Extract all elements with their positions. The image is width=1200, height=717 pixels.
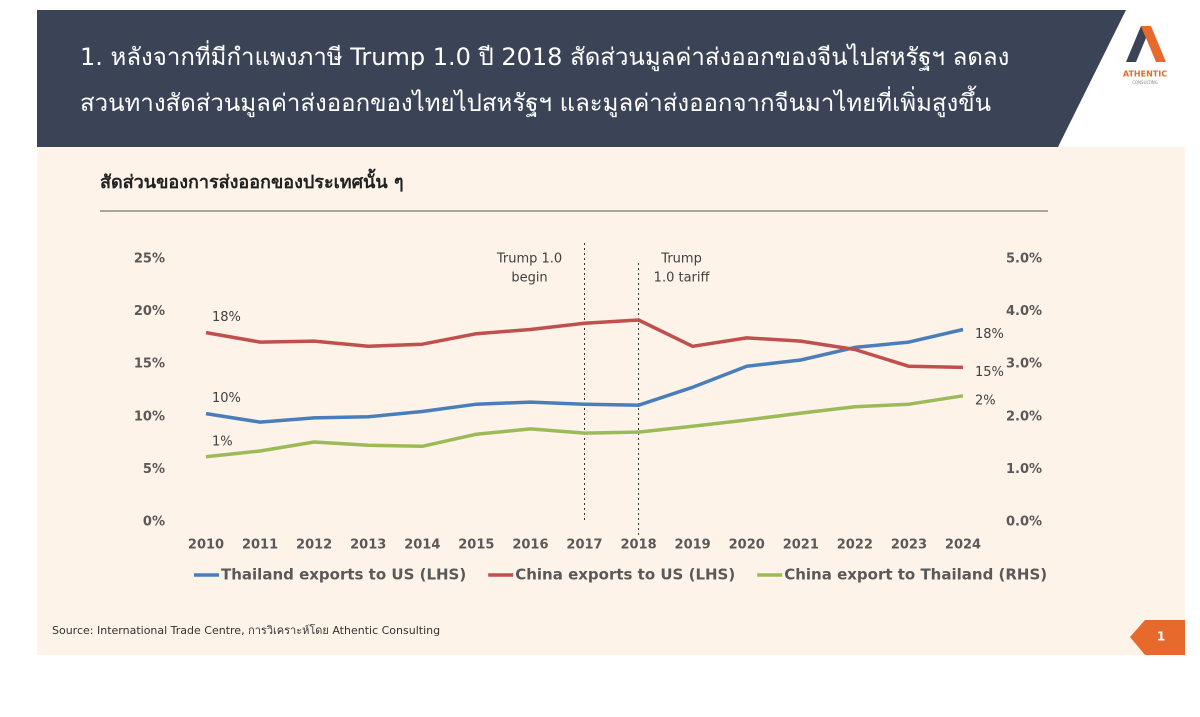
series-line: [205, 394, 964, 459]
x-tick-label: 2021: [783, 538, 819, 553]
x-tick-label: 2013: [350, 538, 386, 553]
x-tick-label: 2018: [620, 538, 656, 553]
series-line: [205, 318, 964, 370]
y2-tick-label: 2.0%: [1006, 409, 1042, 424]
page-tag: [1130, 620, 1185, 655]
header-title: สวนทางสัดส่วนมูลค่าส่งออกของไทยไปสหรัฐฯ …: [80, 85, 991, 118]
legend-label: China exports to US (LHS): [515, 566, 735, 584]
y-tick-label: 0%: [143, 515, 165, 530]
x-tick-label: 2011: [242, 538, 278, 553]
logo-mark: [1141, 26, 1166, 62]
y2-tick-label: 5.0%: [1006, 252, 1042, 267]
x-tick-label: 2023: [891, 538, 927, 553]
y-tick-label: 5%: [143, 462, 165, 477]
logo-tagline: CONSULTING: [1132, 80, 1158, 85]
source-note: Source: International Trade Centre, การว…: [52, 623, 440, 637]
x-tick-label: 2016: [512, 538, 548, 553]
x-tick-label: 2012: [296, 538, 332, 553]
data-label: 18%: [975, 327, 1004, 342]
annotation: 1.0 tariff: [654, 271, 711, 286]
x-tick-label: 2014: [404, 538, 440, 553]
x-tick-label: 2022: [837, 538, 873, 553]
x-tick-label: 2017: [566, 538, 602, 553]
data-label: 18%: [212, 310, 241, 325]
annotation: Trump: [660, 252, 702, 267]
data-label: 10%: [212, 391, 241, 406]
data-label: 1%: [212, 434, 233, 449]
y2-tick-label: 4.0%: [1006, 304, 1042, 319]
page-number: 1: [1157, 630, 1165, 644]
x-tick-label: 2020: [729, 538, 765, 553]
y-tick-label: 15%: [134, 357, 165, 372]
legend-label: China export to Thailand (RHS): [784, 566, 1047, 584]
x-tick-label: 2015: [458, 538, 494, 553]
x-tick-label: 2010: [188, 538, 224, 553]
series-line: [205, 327, 964, 424]
annotation: begin: [511, 271, 547, 286]
annotation: Trump 1.0: [496, 252, 562, 267]
y-tick-label: 25%: [134, 252, 165, 267]
header-title: 1. หลังจากที่มีกำแพงภาษี Trump 1.0 ปี 20…: [80, 40, 1009, 72]
legend-label: Thailand exports to US (LHS): [221, 566, 466, 584]
y2-tick-label: 3.0%: [1006, 357, 1042, 372]
y2-tick-label: 1.0%: [1006, 462, 1042, 477]
logo-name: ATHENTIC: [1123, 70, 1167, 79]
x-tick-label: 2019: [675, 538, 711, 553]
y-tick-label: 10%: [134, 409, 165, 424]
logo-mark: [1126, 26, 1146, 62]
chart-title: สัดส่วนของการส่งออกของประเทศนั้น ๆ: [100, 168, 404, 193]
data-label: 2%: [975, 393, 996, 408]
header-band: [37, 10, 1126, 147]
data-label: 15%: [975, 365, 1004, 380]
y2-tick-label: 0.0%: [1006, 515, 1042, 530]
y-tick-label: 20%: [134, 304, 165, 319]
x-tick-label: 2024: [945, 538, 981, 553]
